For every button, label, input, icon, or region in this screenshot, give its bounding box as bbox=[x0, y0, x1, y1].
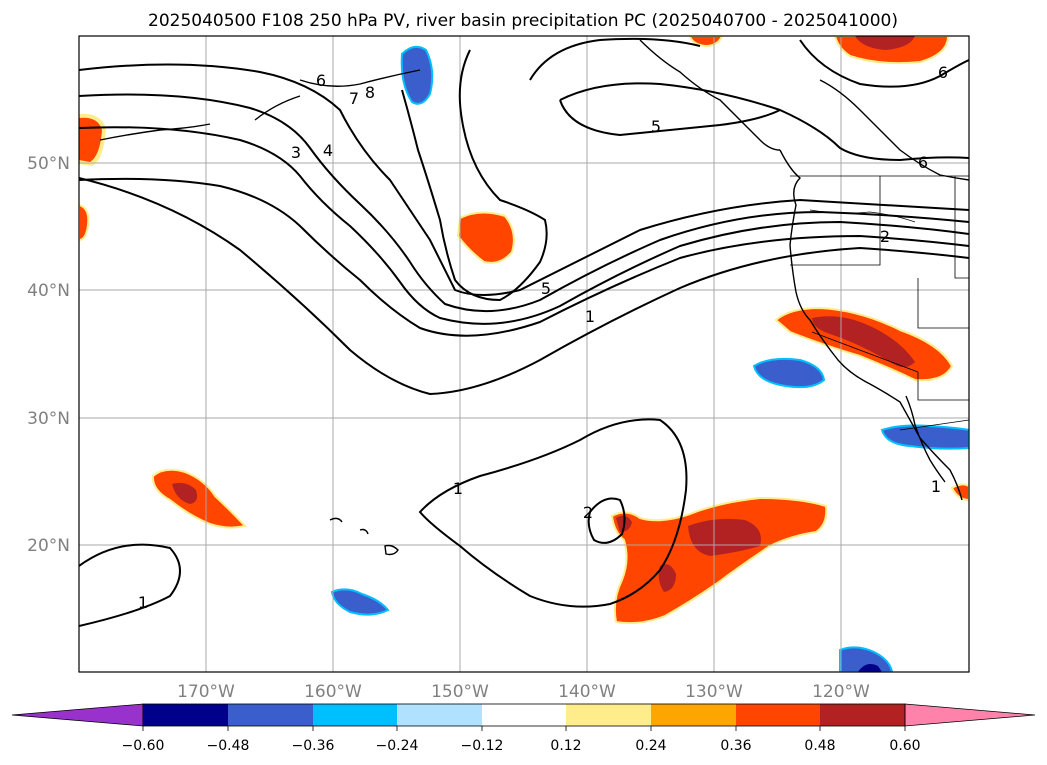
coastlines bbox=[99, 39, 969, 556]
lon-tick-label: 140°W bbox=[558, 682, 616, 702]
precip-negative-blob bbox=[752, 357, 826, 389]
lat-tick-label: 20°N bbox=[27, 536, 70, 556]
precip-strong-blob bbox=[812, 316, 915, 367]
colorbar-tick-label: 0.24 bbox=[635, 738, 666, 754]
colorbar-tick-label: 0.12 bbox=[550, 738, 581, 754]
precip-negative-blob bbox=[839, 646, 894, 672]
colorbar-tick-label: 0.48 bbox=[804, 738, 835, 754]
contour-label: 5 bbox=[541, 279, 551, 298]
colorbar-tick-label: 0.60 bbox=[889, 738, 920, 754]
lon-tick-label: 130°W bbox=[685, 682, 743, 702]
colorbar-swatch bbox=[736, 704, 820, 726]
precip-negative-blob bbox=[330, 588, 390, 616]
contour-label: 1 bbox=[585, 307, 595, 326]
contour-label: 1 bbox=[453, 479, 463, 498]
colorbar-swatch bbox=[397, 704, 482, 726]
map-background bbox=[79, 36, 969, 672]
precip-positive-blob bbox=[610, 496, 828, 625]
precipitation-shading bbox=[79, 36, 969, 672]
colorbar-tick-label: −0.48 bbox=[207, 738, 250, 754]
contour-label: 8 bbox=[365, 83, 375, 102]
colorbar-tick-label: −0.60 bbox=[122, 738, 165, 754]
precip-positive-blob bbox=[79, 203, 90, 242]
contour-label: 6 bbox=[938, 63, 948, 82]
colorbar-swatch bbox=[820, 704, 905, 726]
precip-strong-negative-blob bbox=[858, 664, 882, 672]
colorbar-tick-label: 0.36 bbox=[720, 738, 751, 754]
contour-label: 6 bbox=[918, 153, 928, 172]
precip-positive-blob bbox=[456, 211, 515, 264]
lon-tick-label: 160°W bbox=[304, 682, 362, 702]
precip-negative-blob bbox=[400, 45, 434, 105]
colorbar-swatch bbox=[228, 704, 313, 726]
colorbar-tick-label: −0.12 bbox=[461, 738, 504, 754]
colorbar-frame bbox=[142, 703, 906, 727]
map-frame bbox=[78, 35, 970, 673]
lon-tick-label: 120°W bbox=[812, 682, 870, 702]
contour-label: 1 bbox=[931, 477, 941, 496]
lon-tick-label: 150°W bbox=[431, 682, 489, 702]
contour-label: 4 bbox=[323, 141, 333, 160]
contour-label: 1 bbox=[138, 593, 148, 612]
lat-tick-labels: 50°N 40°N 30°N 20°N bbox=[27, 154, 70, 556]
colorbar-swatch bbox=[482, 704, 566, 726]
colorbar-extend-low bbox=[11, 703, 144, 727]
contour-label: 2 bbox=[880, 227, 890, 246]
map-title: 2025040500 F108 250 hPa PV, river basin … bbox=[148, 11, 898, 31]
lat-tick-label: 50°N bbox=[27, 154, 70, 174]
colorbar: −0.60 −0.48 −0.36 −0.24 −0.12 0.12 0.24 … bbox=[11, 703, 1036, 754]
colorbar-extend-high bbox=[904, 703, 1036, 727]
contour-label: 6 bbox=[316, 71, 326, 90]
colorbar-tick-label: −0.24 bbox=[376, 738, 419, 754]
colorbar-swatch bbox=[566, 704, 651, 726]
map-panel: 1 1 1 1 2 2 3 4 5 5 6 6 6 7 8 bbox=[78, 35, 970, 673]
contour-label: 3 bbox=[291, 143, 301, 162]
contour-labels: 1 1 1 1 2 2 3 4 5 5 6 6 6 7 8 bbox=[138, 63, 948, 612]
lat-tick-label: 30°N bbox=[27, 409, 70, 429]
contour-label: 5 bbox=[651, 117, 661, 136]
colorbar-swatch bbox=[143, 704, 228, 726]
precip-strong-blob bbox=[658, 564, 676, 592]
gridlines bbox=[79, 36, 969, 672]
precip-strong-blob bbox=[855, 36, 915, 50]
precip-strong-blob bbox=[688, 518, 761, 556]
lon-tick-labels: 170°W 160°W 150°W 140°W 130°W 120°W bbox=[177, 682, 870, 702]
precip-positive-blob bbox=[950, 483, 969, 502]
colorbar-swatch bbox=[313, 704, 397, 726]
colorbar-tick-label: −0.36 bbox=[292, 738, 335, 754]
lon-tick-label: 170°W bbox=[177, 682, 235, 702]
pv-contours bbox=[79, 37, 969, 627]
contour-label: 2 bbox=[583, 503, 593, 522]
precip-positive-blob bbox=[79, 117, 102, 162]
lat-tick-label: 40°N bbox=[27, 281, 70, 301]
contour-label: 7 bbox=[349, 89, 359, 108]
colorbar-swatch bbox=[651, 704, 736, 726]
precip-strong-blob bbox=[172, 482, 198, 504]
